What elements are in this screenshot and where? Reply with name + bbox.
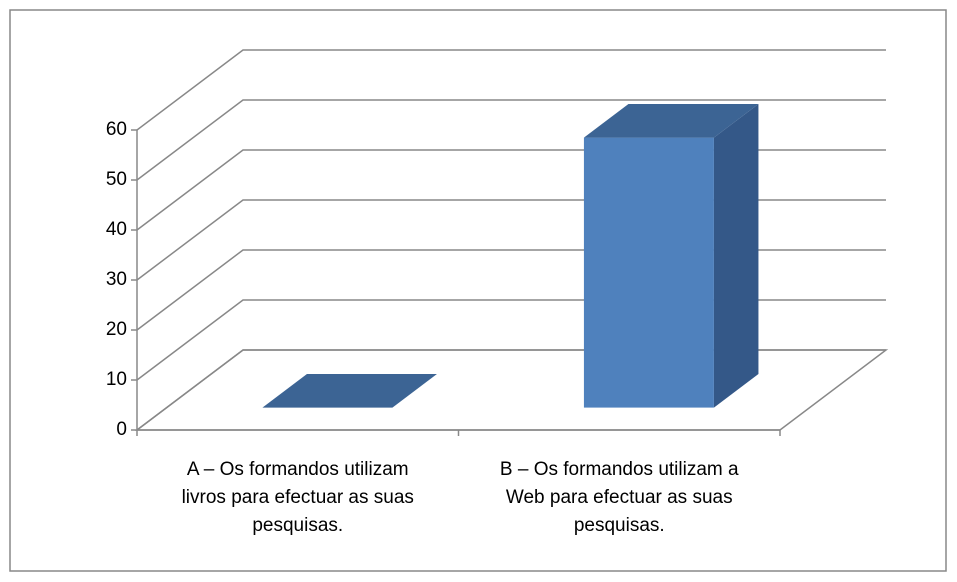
x-tick-label: B – Os formandos utilizam a Web para efe… [499, 459, 739, 536]
grid-line [136, 99, 886, 181]
bar-side [713, 104, 759, 408]
y-tick-label: 30 [106, 269, 127, 290]
bar-top [583, 104, 759, 138]
grid-line [136, 49, 886, 131]
y-tick-label: 40 [106, 219, 127, 240]
y-tick-label: 50 [106, 169, 127, 190]
y-tick-label: 60 [106, 119, 127, 140]
y-tick-label: 0 [116, 419, 127, 440]
bar [583, 137, 714, 408]
x-tick-label: A – Os formandos utilizam livros para ef… [181, 459, 414, 536]
chart-frame [9, 9, 947, 572]
y-tick-label: 10 [106, 369, 127, 390]
y-tick-label: 20 [106, 319, 127, 340]
bar-top [262, 374, 437, 408]
